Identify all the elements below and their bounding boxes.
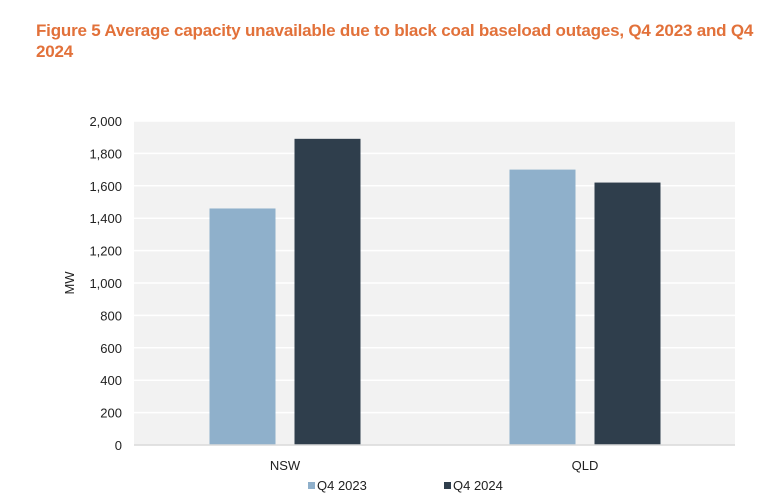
bar-nsw-q4-2023 bbox=[209, 208, 276, 445]
legend: Q4 2023 Q4 2024 bbox=[308, 478, 503, 493]
y-tick-label: 0 bbox=[115, 438, 122, 453]
y-axis-ticks: 0 200 400 600 800 1,000 1,200 1,400 1,600 1,800 2,… bbox=[89, 114, 122, 453]
bar-nsw-q4-2024 bbox=[294, 138, 361, 445]
x-axis-categories: NSW QLD bbox=[270, 458, 599, 473]
y-axis-label: MW bbox=[62, 271, 77, 295]
y-tick-label: 800 bbox=[100, 308, 122, 323]
legend-label: Q4 2024 bbox=[453, 478, 503, 493]
bar-qld-q4-2023 bbox=[509, 169, 576, 445]
legend-label: Q4 2023 bbox=[317, 478, 367, 493]
y-tick-label: 1,600 bbox=[89, 179, 122, 194]
bars bbox=[209, 138, 661, 445]
y-tick-label: 600 bbox=[100, 341, 122, 356]
bar-qld-q4-2024 bbox=[594, 182, 661, 445]
y-tick-label: 1,400 bbox=[89, 211, 122, 226]
x-category-label: NSW bbox=[270, 458, 301, 473]
y-tick-label: 1,800 bbox=[89, 146, 122, 161]
y-tick-label: 200 bbox=[100, 406, 122, 421]
legend-swatch bbox=[444, 482, 451, 489]
y-tick-label: 2,000 bbox=[89, 114, 122, 129]
x-category-label: QLD bbox=[572, 458, 599, 473]
y-tick-label: 400 bbox=[100, 373, 122, 388]
legend-item: Q4 2023 bbox=[308, 478, 367, 493]
y-tick-label: 1,000 bbox=[89, 276, 122, 291]
legend-swatch bbox=[308, 482, 315, 489]
y-tick-label: 1,200 bbox=[89, 244, 122, 259]
legend-item: Q4 2024 bbox=[444, 478, 503, 493]
chart-title: Figure 5 Average capacity unavailable du… bbox=[36, 21, 754, 61]
